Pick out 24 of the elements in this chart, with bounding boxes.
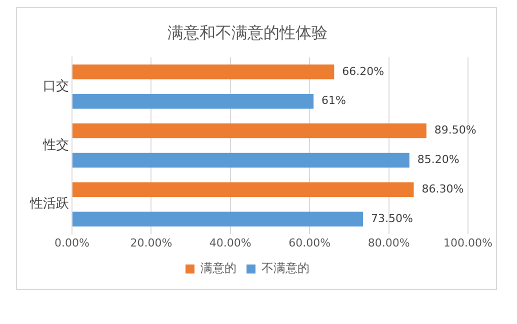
x-tick-label: 0.00% (54, 236, 90, 250)
data-label: 66.20% (342, 64, 384, 78)
x-tick-label: 40.00% (209, 236, 252, 250)
y-tick-label: 性交 (42, 136, 69, 153)
bar (72, 152, 410, 168)
bar (72, 212, 364, 226)
bar (72, 64, 334, 80)
y-tick-label: 性活跃 (29, 196, 69, 212)
x-tick-label: 20.00% (130, 236, 172, 250)
data-label: 61% (322, 94, 346, 108)
y-tick-label: 口交 (43, 78, 69, 94)
x-tick-label: 60.00% (288, 236, 331, 250)
chart-title: 满意和不满意的性体验 (168, 22, 328, 42)
data-label: 73.50% (371, 212, 414, 225)
legend-label: 不满意的 (262, 261, 310, 276)
bar (72, 182, 414, 198)
legend-label: 满意的 (200, 261, 236, 276)
data-label: 86.30% (422, 182, 464, 196)
x-tick-label: 80.00% (368, 236, 410, 250)
data-label: 89.50% (434, 124, 476, 137)
bar (72, 123, 426, 138)
data-label: 85.20% (417, 153, 460, 166)
x-tick-label: 100.00% (444, 236, 492, 250)
bar (72, 94, 314, 109)
